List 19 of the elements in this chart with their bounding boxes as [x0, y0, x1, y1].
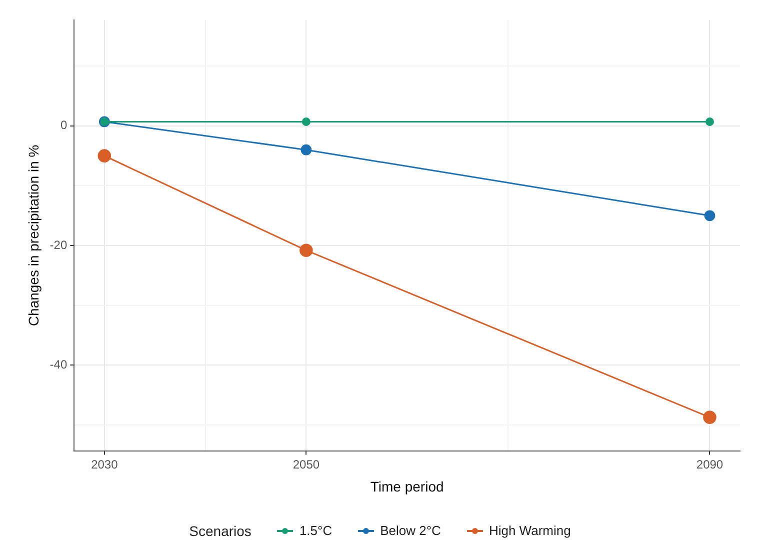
- point: [302, 117, 310, 126]
- legend-label: 1.5°C: [299, 523, 332, 538]
- y-tick-label: -20: [50, 238, 68, 252]
- x-tick-label: 2030: [91, 457, 118, 472]
- legend-label: High Warming: [488, 523, 571, 538]
- point: [300, 144, 312, 156]
- point: [300, 244, 313, 258]
- y-axis-title: Changes in precipitation in %: [25, 144, 42, 326]
- y-tick-label: 0: [60, 118, 68, 132]
- point: [703, 410, 716, 424]
- legend-label: Below 2°C: [380, 523, 441, 538]
- x-tick-label: 2050: [292, 457, 320, 472]
- point: [705, 117, 714, 126]
- y-tick-label: -40: [50, 358, 68, 372]
- point: [98, 149, 112, 162]
- x-axis-title: Time period: [370, 478, 444, 494]
- point: [704, 210, 716, 222]
- legend-title: Scenarios: [189, 522, 252, 538]
- x-tick-label: 2090: [696, 457, 724, 472]
